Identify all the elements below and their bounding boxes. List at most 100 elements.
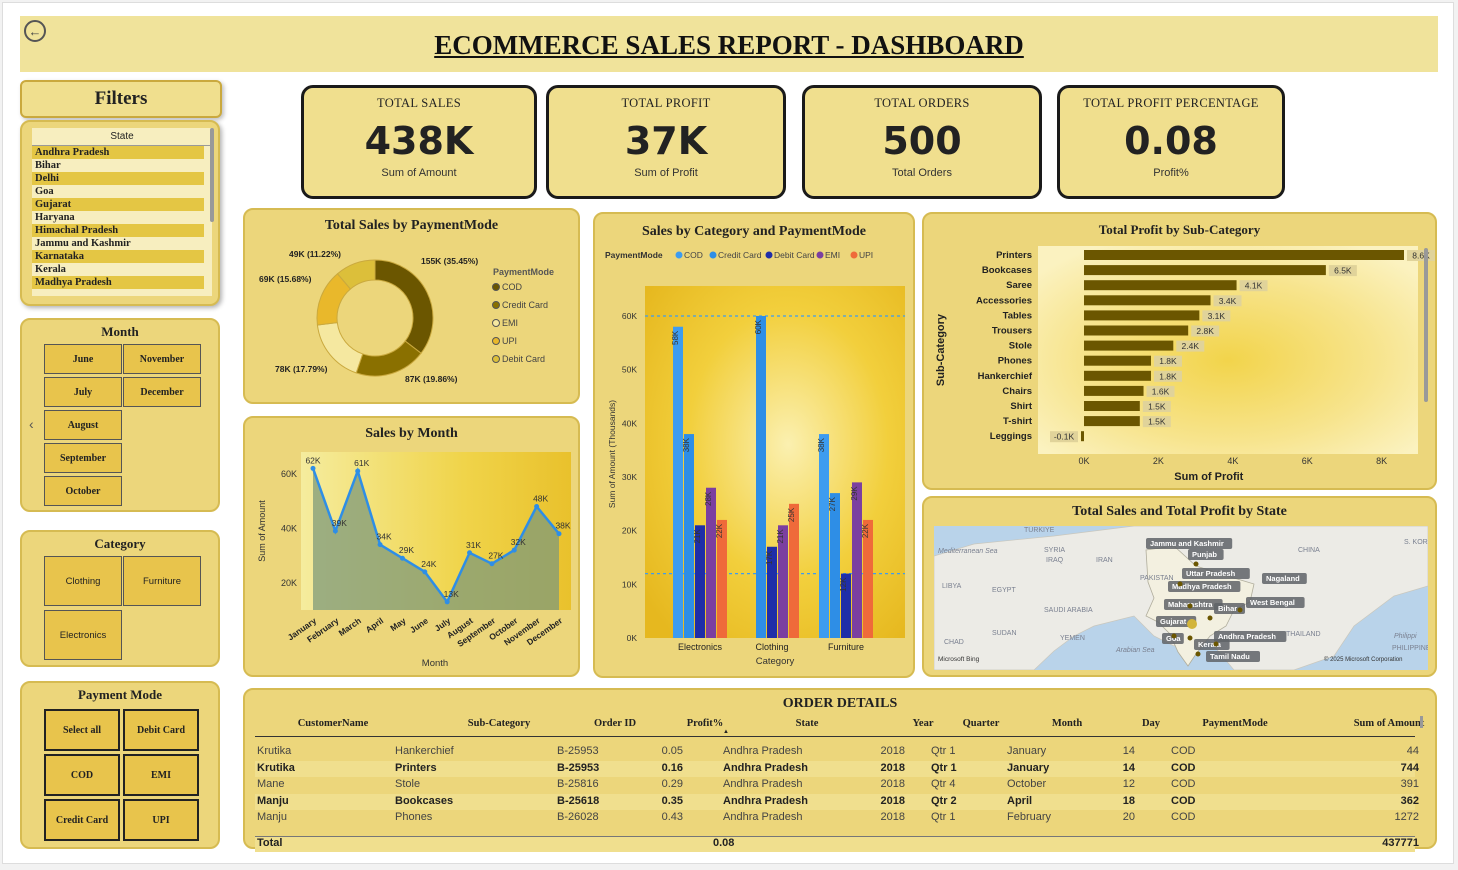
state-list[interactable]: State Andhra Pradesh Bihar Delhi Goa Gujarat… (32, 128, 212, 296)
grouped-bar-chart[interactable]: 0K 10K 20K 30K 40K 50K 60K 58K 38K 21K 28K 22K Elect… (595, 214, 913, 676)
state-item[interactable]: Himachal Pradesh (32, 224, 204, 237)
state-bubble[interactable] (1207, 615, 1213, 621)
state-bubble[interactable] (1187, 619, 1197, 629)
table-row[interactable]: Krutika Hankerchief B-25953 0.05 Andhra Prad… (255, 744, 1419, 760)
line-point[interactable] (377, 542, 383, 548)
state-item[interactable]: Jammu and Kashmir (35, 238, 131, 249)
subcategory-bar[interactable] (1084, 250, 1404, 260)
payment-mode-button[interactable]: Select all (44, 709, 120, 751)
subcategory-bar[interactable] (1084, 416, 1140, 427)
line-point[interactable] (467, 550, 473, 556)
payment-mode-button[interactable]: EMI (123, 754, 199, 796)
subcategory-bar[interactable] (1084, 401, 1140, 411)
category-bar[interactable] (830, 493, 840, 638)
category-bar[interactable] (819, 434, 829, 638)
state-item[interactable]: Gujarat (32, 198, 204, 211)
category-button[interactable]: Electronics (44, 610, 122, 660)
table-row[interactable]: Mane Stole B-25816 0.29 Andhra Pradesh 2018 Qt… (255, 777, 1419, 793)
line-point[interactable] (444, 599, 450, 605)
state-bubble[interactable] (1195, 651, 1201, 657)
category-bar[interactable] (863, 519, 873, 638)
month-button[interactable]: September (44, 443, 122, 473)
state-bubble[interactable] (1187, 603, 1193, 609)
category-bar[interactable] (767, 546, 777, 638)
horizontal-bar-chart[interactable]: Printers 8.6K Bookcases 6.5K Saree 4.1K Access… (924, 214, 1435, 488)
category-bar[interactable] (695, 525, 705, 638)
subcategory-bar[interactable] (1084, 325, 1189, 336)
column-header[interactable]: CustomerName (297, 718, 369, 729)
sort-icon[interactable]: ▲ (723, 729, 729, 735)
category-bar[interactable] (673, 326, 683, 638)
back-arrow-icon[interactable]: ← (24, 20, 46, 42)
state-item[interactable]: Delhi (32, 172, 204, 185)
category-bar[interactable] (778, 525, 788, 638)
chart-scrollbar[interactable] (1424, 248, 1428, 402)
area-chart[interactable]: 20K40K60K62KJanuary39KFebruary61KMarch34… (245, 418, 578, 675)
payment-mode-button[interactable]: Debit Card (123, 709, 199, 751)
state-item[interactable]: Haryana (35, 212, 75, 223)
chevron-left-icon[interactable]: ‹ (29, 416, 34, 432)
month-button[interactable]: October (44, 476, 122, 506)
column-header[interactable]: Sub-Category (467, 718, 531, 729)
column-header[interactable]: Sum of Amount (1353, 718, 1425, 729)
donut-slice[interactable] (355, 340, 422, 377)
state-scrollbar[interactable] (210, 128, 214, 222)
donut-chart[interactable]: 155K (35.45%) 87K (19.86%) 78K (17.79%) 69K… (245, 210, 578, 402)
line-point[interactable] (422, 569, 428, 575)
subcategory-bar[interactable] (1081, 431, 1084, 442)
donut-slice[interactable] (336, 259, 376, 290)
subcategory-bar[interactable] (1084, 295, 1211, 306)
month-button[interactable]: December (123, 377, 201, 407)
column-header[interactable]: State (795, 718, 819, 729)
category-bar[interactable] (841, 573, 851, 638)
month-button[interactable]: June (44, 344, 122, 374)
subcategory-bar[interactable] (1084, 355, 1151, 366)
state-bubble[interactable] (1177, 581, 1183, 587)
line-point[interactable] (355, 468, 361, 474)
donut-slice[interactable] (374, 259, 434, 354)
line-point[interactable] (399, 555, 405, 561)
table-row[interactable]: Krutika Printers B-25953 0.16 Andhra Pradesh… (255, 760, 1419, 777)
column-header[interactable]: Year (912, 718, 934, 729)
subcategory-bar[interactable] (1084, 265, 1326, 276)
category-bar[interactable] (789, 503, 799, 638)
category-bar[interactable] (717, 519, 727, 638)
line-point[interactable] (332, 528, 338, 534)
state-item[interactable]: Karnataka (32, 250, 204, 263)
payment-mode-button[interactable]: UPI (123, 799, 199, 841)
state-bubble[interactable] (1193, 561, 1199, 567)
category-bar[interactable] (852, 482, 862, 638)
line-point[interactable] (534, 503, 540, 509)
category-bar[interactable] (756, 316, 766, 638)
table-row[interactable]: Manju Phones B-26028 0.43 Andhra Pradesh 2018… (255, 810, 1419, 826)
line-point[interactable] (310, 465, 316, 471)
state-item[interactable]: Bihar (35, 160, 61, 171)
subcategory-bar[interactable] (1084, 280, 1237, 291)
state-map[interactable]: TÜRKIYE Mediterranean Sea SYRIA IRAQ IRAN PAK… (934, 526, 1428, 670)
column-header[interactable]: Month (1051, 718, 1083, 729)
state-bubble[interactable] (1237, 607, 1243, 613)
table-row[interactable]: Manju Bookcases B-25618 0.35 Andhra Pradesh 2… (255, 793, 1419, 810)
column-header[interactable]: PaymentMode (1202, 718, 1268, 729)
line-point[interactable] (511, 547, 517, 553)
column-header[interactable]: Profit% (686, 718, 724, 729)
line-point[interactable] (556, 531, 562, 537)
subcategory-bar[interactable] (1084, 310, 1200, 321)
state-bubble[interactable] (1171, 633, 1177, 639)
state-item[interactable]: Kerala (35, 264, 66, 275)
category-button[interactable]: Clothing (44, 556, 122, 606)
line-point[interactable] (489, 561, 495, 567)
month-button[interactable]: July (44, 377, 122, 407)
category-bar[interactable] (684, 434, 694, 638)
category-button[interactable]: Furniture (123, 556, 201, 606)
subcategory-bar[interactable] (1084, 385, 1144, 396)
subcategory-bar[interactable] (1084, 370, 1151, 381)
payment-mode-button[interactable]: Credit Card (44, 799, 120, 841)
subcategory-bar[interactable] (1084, 340, 1174, 351)
month-button[interactable]: August (44, 410, 122, 440)
payment-mode-button[interactable]: COD (44, 754, 120, 796)
state-bubble[interactable] (1213, 641, 1219, 647)
column-header[interactable]: Quarter (962, 718, 1000, 729)
month-button[interactable]: November (123, 344, 201, 374)
column-header[interactable]: Order ID (593, 718, 637, 729)
